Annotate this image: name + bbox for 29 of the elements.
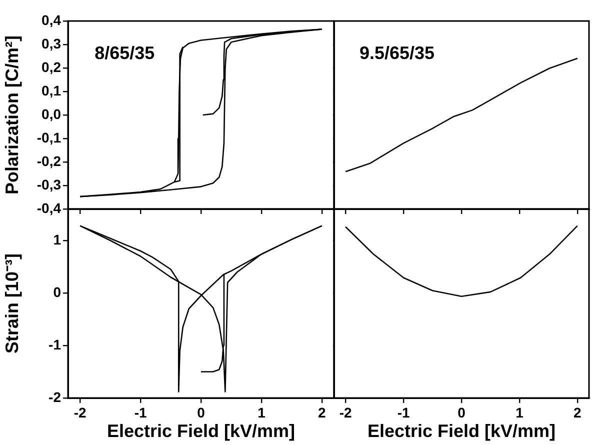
y-tick-label: 0,4: [42, 12, 62, 28]
x-tick-label: 1: [516, 404, 524, 420]
x-tick-label: 0: [458, 404, 466, 420]
y-tick-label: -0,4: [36, 200, 62, 216]
y-tick-label: -1: [48, 336, 62, 352]
x-tick-label: 2: [318, 404, 326, 420]
y-tick-label: -0,1: [36, 129, 62, 146]
y-tick-label: 0: [53, 284, 62, 300]
x-tick-label: 1: [258, 404, 266, 420]
x-tick-label: -2: [74, 404, 87, 420]
x-tick-label: -1: [134, 404, 147, 420]
x-tick-label: 0: [197, 404, 206, 420]
y-tick-label: 0,1: [42, 82, 62, 98]
x-tick-label: -2: [339, 404, 352, 420]
annotation: 9.5/65/35: [360, 42, 435, 63]
y-tick-label: 0,0: [42, 106, 62, 122]
x-tick-label: 2: [574, 404, 582, 420]
x-axis-title: Electric Field [kV/mm]: [106, 421, 296, 442]
y-tick-label: -2: [48, 388, 62, 405]
y-tick-label: -0,3: [36, 176, 62, 192]
x-tick-label: -1: [397, 404, 410, 420]
y-tick-label: -0,2: [36, 152, 62, 169]
y-tick-label: 0,2: [42, 58, 62, 75]
y-tick-label: 1: [53, 231, 62, 248]
annotation: 8/65/35: [94, 42, 155, 63]
y-axis-title: Polarization [C/m²]: [2, 35, 22, 195]
y-tick-label: 0,3: [42, 35, 62, 52]
y-axis-title: Strain [10⁻³]: [2, 253, 22, 354]
x-axis-title: Electric Field [kV/mm]: [367, 421, 556, 442]
